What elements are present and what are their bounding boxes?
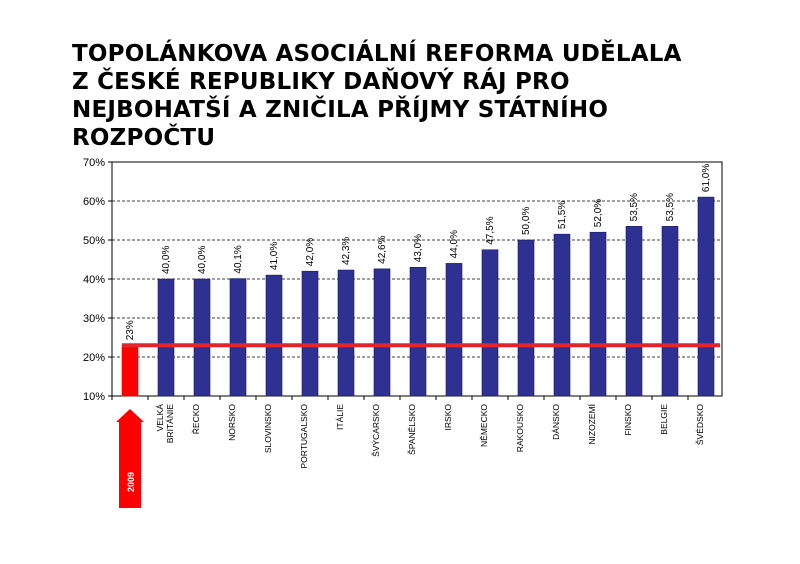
bar xyxy=(373,268,391,397)
category-label: ŘECKO xyxy=(191,404,201,435)
y-tick-label: 40% xyxy=(83,274,105,286)
value-label: 44,0% xyxy=(449,230,460,258)
value-label: 42,0% xyxy=(305,238,316,266)
bar xyxy=(589,231,607,397)
bar-highlight xyxy=(121,344,139,397)
value-label: 42,3% xyxy=(341,237,352,265)
category-label: FINSKO xyxy=(623,404,633,436)
value-label: 40,0% xyxy=(197,246,208,274)
value-label: 53,5% xyxy=(629,193,640,221)
category-label: NORSKO xyxy=(227,404,237,441)
bar xyxy=(337,269,355,397)
bar xyxy=(661,226,679,397)
category-label: BRITÁNIE xyxy=(165,404,175,444)
value-label: 40,0% xyxy=(161,246,172,274)
bar xyxy=(697,196,715,397)
value-label: 23% xyxy=(125,320,136,340)
bar xyxy=(301,270,319,397)
category-label: IRSKO xyxy=(443,404,453,431)
category-label: NIZOZEMÍ xyxy=(587,403,597,444)
bar xyxy=(229,278,247,397)
value-label: 50,0% xyxy=(521,207,532,235)
value-label: 52,0% xyxy=(593,199,604,227)
chart-title: TOPOLÁNKOVA ASOCIÁLNÍ REFORMA UDĚLALA Z … xyxy=(72,41,682,151)
category-label: BELGIE xyxy=(659,404,669,435)
bar xyxy=(157,278,175,397)
bar xyxy=(193,278,211,397)
bar xyxy=(481,249,499,397)
y-tick-label: 10% xyxy=(83,391,105,403)
bar xyxy=(553,233,571,397)
value-label: 40,1% xyxy=(233,245,244,273)
category-label: DÁNSKO xyxy=(551,404,561,440)
y-tick-label: 60% xyxy=(83,196,105,208)
category-label: ŠVÝCARSKO xyxy=(371,404,381,457)
y-tick-label: 50% xyxy=(83,235,105,247)
value-label: 41,0% xyxy=(269,242,280,270)
value-label: 42,6% xyxy=(377,235,388,263)
bar xyxy=(625,226,643,397)
category-label: ŠPANĚLSKO xyxy=(407,404,417,455)
bar xyxy=(517,239,535,397)
y-tick-label: 20% xyxy=(83,352,105,364)
value-label: 43,0% xyxy=(413,234,424,262)
category-label: PORTUGALSKO xyxy=(299,404,309,469)
value-label: 53,5% xyxy=(665,193,676,221)
category-label: RAKOUSKO xyxy=(515,404,525,453)
year-arrow-shape xyxy=(116,409,144,508)
category-label: ŠVÉDSKO xyxy=(695,404,705,445)
bar xyxy=(445,263,463,397)
category-label: ITÁLIE xyxy=(335,404,345,430)
value-label: 51,5% xyxy=(557,201,568,229)
year-label: 2009 xyxy=(126,472,136,492)
y-tick-label: 30% xyxy=(83,313,105,325)
bar xyxy=(265,274,283,397)
category-label: SLOVINSKO xyxy=(263,404,273,454)
category-label: VELKÁ xyxy=(155,404,165,432)
value-label: 61,0% xyxy=(701,164,712,192)
value-label: 47,5% xyxy=(485,216,496,244)
bar xyxy=(409,266,427,397)
category-label: NĚMECKO xyxy=(479,404,489,447)
y-tick-label: 70% xyxy=(83,157,105,169)
